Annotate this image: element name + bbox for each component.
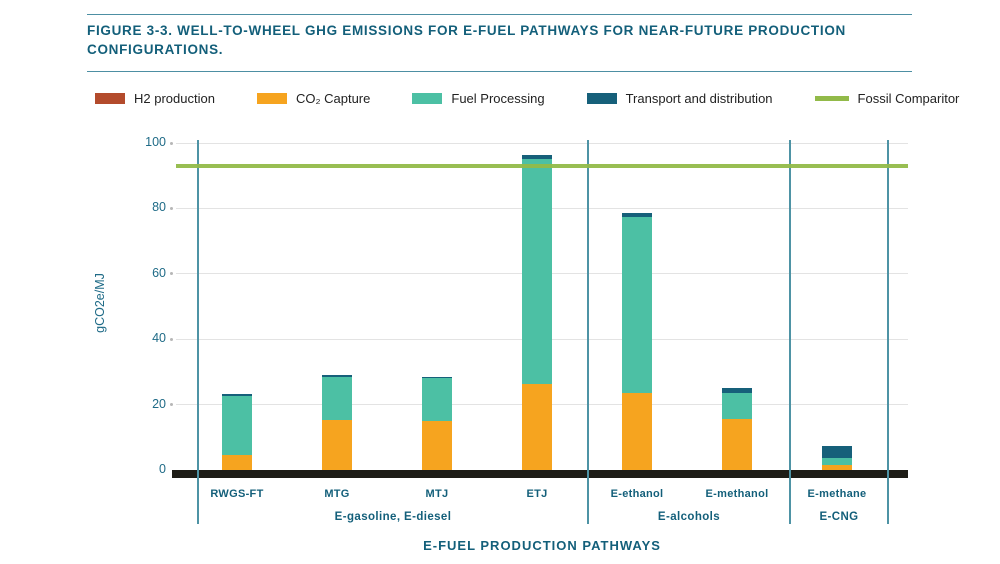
axis-tick xyxy=(170,272,173,276)
y-tick-label: 100 xyxy=(145,135,166,149)
fossil-comparitor-line xyxy=(176,163,908,168)
group-divider-line xyxy=(587,140,589,524)
bar-segment xyxy=(322,419,352,470)
bar-segment xyxy=(422,420,452,470)
group-divider-line xyxy=(789,140,791,524)
category-label: MTJ xyxy=(425,488,449,500)
group-label: E-alcohols xyxy=(657,511,721,523)
category-label: E-ethanol xyxy=(610,488,664,500)
group-divider-line xyxy=(197,140,199,524)
bar-segment xyxy=(222,455,252,470)
bar-segment xyxy=(422,377,452,379)
group-divider-line xyxy=(887,140,889,524)
legend-item: Fossil Comparitor xyxy=(814,91,960,106)
category-label: E-methane xyxy=(807,488,867,500)
y-tick-label: 40 xyxy=(152,331,166,346)
bar-segment xyxy=(822,446,852,458)
bar-segment xyxy=(522,158,552,384)
axis-tick xyxy=(170,141,173,145)
legend-swatch-icon xyxy=(586,93,617,104)
bar-segment xyxy=(522,154,552,159)
legend-label: Fuel Processing xyxy=(451,91,545,106)
legend-swatch-icon xyxy=(256,93,287,104)
axis-tick xyxy=(170,337,173,341)
x-axis-baseline xyxy=(172,470,908,478)
x-axis-title: E-FUEL PRODUCTION PATHWAYS xyxy=(423,538,661,553)
legend-item: CO₂ Capture xyxy=(256,91,371,106)
bar-segment xyxy=(622,212,652,218)
group-label: E-gasoline, E-diesel xyxy=(334,511,452,523)
bar-segment xyxy=(822,465,852,470)
legend-swatch-icon xyxy=(95,93,125,104)
bar-segment xyxy=(222,393,252,397)
legend-label: CO₂ Capture xyxy=(295,91,371,106)
chart-legend: H2 production CO₂ Capture Fuel Processing T… xyxy=(95,91,959,106)
legend-item: Transport and distribution xyxy=(586,91,773,106)
category-label: MTG xyxy=(324,488,350,500)
y-axis-label: gCO2e/MJ xyxy=(93,273,107,333)
y-tick-label: 20 xyxy=(152,396,166,411)
legend-label: Fossil Comparitor xyxy=(857,91,960,106)
bar-segment xyxy=(422,378,452,421)
bar-segment xyxy=(522,383,552,470)
legend-label: H2 production xyxy=(134,91,215,106)
legend-item: Fuel Processing xyxy=(412,91,545,106)
y-tick-label: 0 xyxy=(159,462,166,476)
title-rule-top xyxy=(87,14,912,15)
legend-swatch-icon xyxy=(814,96,849,101)
legend-label: Transport and distribution xyxy=(625,91,773,106)
title-rule-bottom xyxy=(87,71,912,72)
bar-segment xyxy=(322,374,352,377)
bar-segment xyxy=(722,419,752,470)
category-label: RWGS-FT xyxy=(210,488,264,500)
gridline xyxy=(176,142,908,144)
bar-segment xyxy=(622,393,652,470)
figure-title: FIGURE 3-3. WELL-TO-WHEEL GHG EMISSIONS … xyxy=(87,23,846,57)
y-tick-label: 60 xyxy=(152,265,166,280)
legend-item: H2 production xyxy=(95,91,215,106)
legend-swatch-icon xyxy=(412,93,443,104)
group-label: E-CNG xyxy=(819,511,859,523)
bar-segment xyxy=(822,457,852,466)
axis-tick xyxy=(170,403,173,407)
y-tick-label: 80 xyxy=(152,200,166,215)
bar-segment xyxy=(622,217,652,394)
bar-segment xyxy=(222,396,252,456)
category-label: ETJ xyxy=(526,488,548,500)
bar-segment xyxy=(722,388,752,394)
category-label: E-methanol xyxy=(705,488,769,500)
bar-segment xyxy=(722,393,752,420)
axis-tick xyxy=(170,206,173,210)
bar-segment xyxy=(322,376,352,420)
